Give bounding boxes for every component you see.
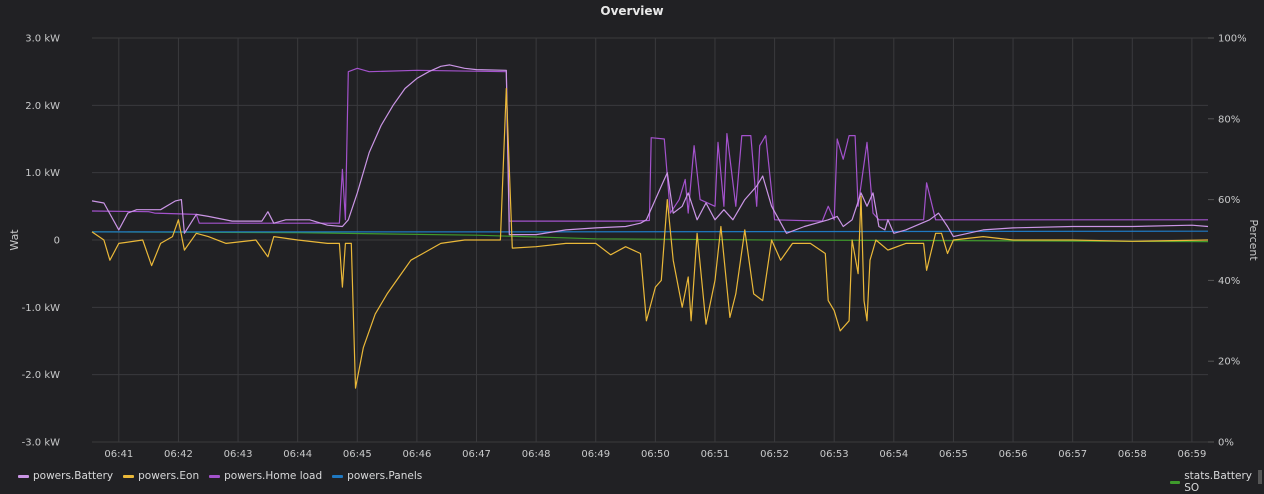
legend-right: stats.Battery SO (1170, 470, 1264, 494)
x-tick-label: 06:46 (402, 449, 431, 460)
legend-swatch (18, 474, 29, 478)
legend-label: powers.Home load (224, 470, 323, 482)
legend-swatch (1170, 480, 1181, 484)
legend-item-panels[interactable]: powers.Panels (332, 470, 422, 482)
y2-tick-label: 40% (1218, 276, 1240, 287)
y-tick-label: -2.0 kW (22, 370, 60, 381)
chart-title[interactable]: Overview (600, 4, 664, 18)
y-tick-label: 0 (54, 236, 60, 247)
legend-scrollbar[interactable] (1258, 470, 1262, 484)
x-tick-label: 06:58 (1118, 449, 1147, 460)
x-tick-label: 06:53 (820, 449, 849, 460)
x-tick-label: 06:51 (701, 449, 730, 460)
x-tick-label: 06:52 (760, 449, 789, 460)
y2-tick-label: 0% (1218, 438, 1234, 449)
series-line-powers-home-load (91, 67, 1208, 224)
y-tick-label: 2.0 kW (25, 101, 60, 112)
x-tick-label: 06:44 (283, 449, 312, 460)
legend-item-battery[interactable]: powers.Battery (18, 470, 113, 482)
legend-label: powers.Battery (33, 470, 114, 482)
x-tick-label: 06:48 (522, 449, 551, 460)
legend-item-home-load[interactable]: powers.Home load (209, 470, 322, 482)
x-tick-label: 06:55 (939, 449, 968, 460)
y2-tick-label: 80% (1218, 114, 1240, 125)
legend-swatch (209, 474, 221, 478)
x-tick-label: 06:57 (1058, 449, 1087, 460)
x-tick-label: 06:47 (462, 449, 491, 460)
legend-item-battery-soc[interactable]: stats.Battery SO (1170, 470, 1264, 494)
y2-tick-label: 20% (1218, 357, 1240, 368)
y-tick-label: -3.0 kW (22, 438, 60, 449)
legend-swatch (332, 474, 344, 478)
legend-item-eon[interactable]: powers.Eon (123, 470, 199, 482)
y-tick-label: -1.0 kW (22, 303, 60, 314)
x-tick-label: 06:45 (343, 449, 372, 460)
series-lines (91, 64, 1209, 389)
legend-left: powers.Battery powers.Eon powers.Home lo… (18, 470, 422, 482)
series-line-powers-eon (91, 87, 1209, 389)
x-tick-label: 06:49 (581, 449, 610, 460)
series-line-powers-panels (92, 230, 1209, 233)
x-tick-label: 06:56 (999, 449, 1028, 460)
x-tick-label: 06:43 (224, 449, 253, 460)
x-tick-label: 06:50 (641, 449, 670, 460)
y2-tick-label: 100% (1218, 34, 1247, 45)
x-tick-label: 06:42 (164, 449, 193, 460)
y2-axis-label: Percent (1247, 219, 1260, 261)
y-tick-label: 3.0 kW (25, 34, 60, 45)
legend-label: powers.Eon (138, 470, 200, 482)
legend-label: powers.Panels (347, 470, 423, 482)
series-line-powers-battery (91, 64, 1209, 238)
legend-swatch (123, 474, 135, 478)
y-tick-label: 1.0 kW (25, 168, 60, 179)
x-tick-label: 06:41 (104, 449, 133, 460)
y2-tick-label: 60% (1218, 195, 1240, 206)
y-axis-label: Wat (8, 229, 21, 251)
x-tick-label: 06:59 (1177, 449, 1206, 460)
series-line-stats-battery-soc (91, 231, 1209, 243)
legend-label: stats.Battery SO (1184, 470, 1253, 494)
axes: 3.0 kW 2.0 kW 1.0 kW 0 -1.0 kW -2.0 kW -3.0 kW… (22, 34, 1247, 461)
x-tick-label: 06:54 (879, 449, 908, 460)
